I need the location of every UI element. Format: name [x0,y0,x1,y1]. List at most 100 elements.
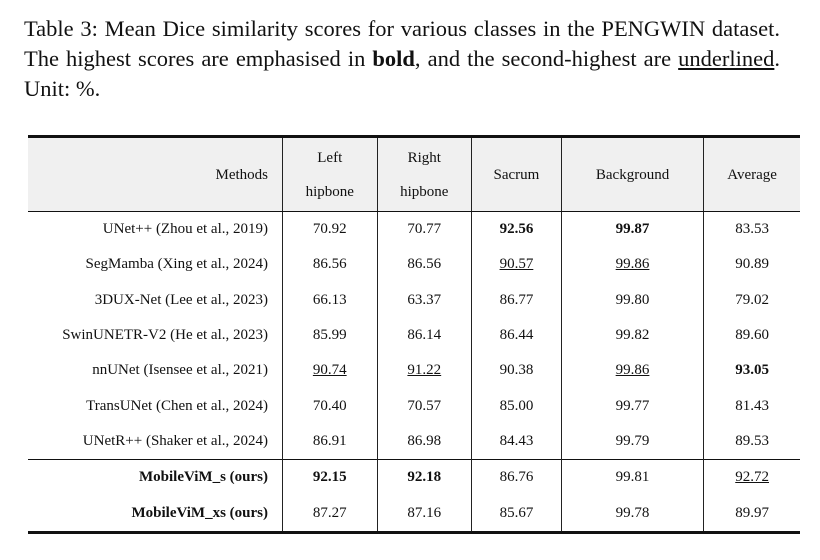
cell-value: 90.38 [499,362,534,379]
cell-value: 91.22 [407,362,442,379]
cell-value: 92.15 [312,469,347,486]
cell-value: 81.43 [735,397,769,414]
cell-value: 93.05 [735,362,769,379]
value-cell: 70.77 [376,211,472,248]
value-cell: 92.18 [376,459,472,496]
value-cell: 63.37 [376,282,472,318]
value-cell: 99.77 [560,388,704,424]
table-row: 3DUX-Net (Lee et al., 2023) 66.13 63.37 86.… [28,282,800,318]
method-name: MobileViM_xs (ours) [131,504,268,521]
cell-value: 99.77 [615,397,650,414]
cell-value: 87.27 [312,504,347,521]
value-cell: 81.43 [703,388,800,424]
value-cell: 99.87 [560,211,704,248]
cell-value: 85.67 [499,504,534,521]
cell-value: 70.57 [407,397,442,414]
value-cell: 86.14 [376,317,472,354]
cell-value: 99.82 [615,327,650,344]
header-text: Methods [215,166,269,183]
cell-value: 99.80 [615,291,650,308]
value-cell: 85.99 [282,317,378,354]
method-name: MobileViM_s (ours) [138,469,268,486]
value-cell: 92.15 [282,459,378,496]
cell-value: 90.89 [735,256,769,273]
cell-value: 86.98 [407,432,442,449]
value-cell: 89.97 [703,495,800,533]
header-text: Average [727,166,777,183]
header-text: Left [317,149,343,166]
cell-value: 99.87 [615,221,650,238]
value-cell: 93.05 [703,353,800,389]
cell-value: 92.56 [499,221,534,238]
value-cell: 90.89 [703,247,800,283]
cell-value: 70.40 [312,397,347,414]
cell-value: 92.72 [735,469,769,486]
method-cell: MobileViM_s (ours) [28,459,283,496]
value-cell: 90.57 [471,247,562,283]
value-cell: 87.27 [282,495,378,533]
method-cell: TransUNet (Chen et al., 2024) [28,388,283,423]
cell-value: 70.77 [407,221,442,238]
cell-value: 86.76 [499,469,534,486]
method-name: SegMamba (Xing et al., 2024) [85,256,268,273]
value-cell: 99.81 [560,459,704,496]
value-cell: 99.78 [560,495,704,533]
value-cell: 90.38 [471,353,562,389]
value-cell: 79.02 [703,282,800,318]
cell-value: 99.78 [615,504,650,521]
value-cell: 89.60 [703,317,800,354]
value-cell: 84.43 [471,423,562,460]
cell-value: 86.77 [499,291,534,308]
value-cell: 99.79 [560,423,704,460]
value-cell: 70.92 [282,211,378,248]
cell-value: 84.43 [499,432,534,449]
header-text: hipbone [400,183,449,200]
value-cell: 99.82 [560,317,704,354]
table-row: MobileViM_s (ours) 92.15 92.18 86.76 99.81 92… [28,459,800,496]
value-cell: 91.22 [376,353,472,389]
header-cell: Average [703,136,800,212]
value-cell: 86.98 [376,423,472,460]
method-name: 3DUX-Net (Lee et al., 2023) [94,291,268,308]
caption-text: Table 3: Mean Dice similarity scores for… [24,16,780,71]
cell-value: 99.79 [615,432,650,449]
value-cell: 86.56 [282,247,378,283]
table-row: MobileViM_xs (ours) 87.27 87.16 85.67 99.78 8… [28,495,800,533]
cell-value: 89.53 [735,432,769,449]
value-cell: 92.72 [703,459,800,496]
value-cell: 90.74 [282,353,378,389]
value-cell: 86.56 [376,247,472,283]
header-text: Sacrum [493,166,540,183]
table-row: SwinUNETR-V2 (He et al., 2023) 85.99 86.14… [28,317,800,354]
method-name: UNet++ (Zhou et al., 2019) [102,221,268,238]
cell-value: 66.13 [312,291,347,308]
results-table: Methods Left hipbone Right hipbone Sacrum Back… [28,135,800,534]
method-name: SwinUNETR-V2 (He et al., 2023) [62,327,268,344]
cell-value: 85.00 [499,397,534,414]
method-name: UNetR++ (Shaker et al., 2024) [82,432,268,449]
value-cell: 86.44 [471,317,562,354]
value-cell: 85.67 [471,495,562,533]
header-cell: Right hipbone [376,136,472,212]
method-cell: 3DUX-Net (Lee et al., 2023) [28,283,283,318]
value-cell: 83.53 [703,211,800,248]
value-cell: 70.40 [282,388,378,424]
cell-value: 70.92 [312,221,347,238]
value-cell: 86.76 [471,459,562,496]
caption: Table 3: Mean Dice similarity scores for… [24,14,780,104]
value-cell: 86.77 [471,282,562,318]
cell-value: 79.02 [735,291,769,308]
cell-value: 86.44 [499,327,534,344]
cell-value: 83.53 [735,221,769,238]
cell-value: 85.99 [312,327,347,344]
value-cell: 70.57 [376,388,472,424]
value-cell: 86.91 [282,423,378,460]
value-cell: 85.00 [471,388,562,424]
header-cell: Background [560,136,704,212]
method-name: nnUNet (Isensee et al., 2021) [92,362,268,379]
caption-text: . Unit: %. [24,46,780,101]
header-cell: Methods [28,136,283,212]
method-cell: UNetR++ (Shaker et al., 2024) [28,424,283,460]
value-cell: 99.86 [560,247,704,283]
